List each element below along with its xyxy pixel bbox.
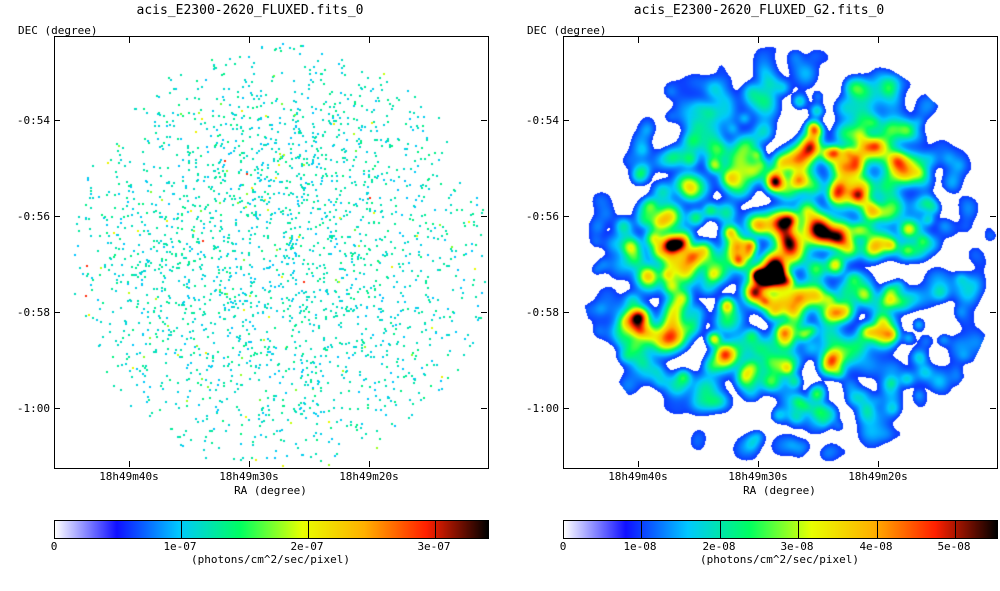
right-ytick-mark (563, 216, 569, 217)
left-image-title: acis_E2300-2620_FLUXED.fits_0 (136, 3, 364, 18)
right-xtick-mark (638, 37, 639, 43)
right-xtick-mark (878, 461, 879, 467)
left-colorbar-label-2: 2e-07 (290, 540, 324, 553)
right-ra-axis-label: RA (degree) (743, 484, 816, 497)
right-colorbar (563, 520, 998, 539)
right-ytick-mark (563, 408, 569, 409)
right-colorbar-label-5: 5e-08 (937, 540, 971, 553)
right-ytick-mark (990, 408, 996, 409)
left-ytick-mark (54, 216, 60, 217)
right-colorbar-label-4: 4e-08 (859, 540, 893, 553)
right-colorbar-label-1: 1e-08 (623, 540, 657, 553)
left-xtick-mark (129, 37, 130, 43)
left-dec-tick-1: -0:56 (16, 210, 50, 223)
right-ytick-mark (990, 312, 996, 313)
left-ytick-mark (54, 312, 60, 313)
left-colorbar-label-1: 1e-07 (163, 540, 197, 553)
right-xtick-mark (758, 461, 759, 467)
right-colorbar-unit: (photons/cm^2/sec/pixel) (700, 553, 859, 566)
left-dec-tick-2: -0:58 (16, 306, 50, 319)
left-ytick-mark (481, 216, 487, 217)
right-image-canvas[interactable] (564, 37, 997, 468)
right-xtick-mark (638, 461, 639, 467)
right-colorbar-label-0: 0 (559, 540, 567, 553)
left-dec-axis-label: DEC (degree) (18, 24, 98, 37)
right-colorbar-tick (641, 521, 642, 538)
left-colorbar-tick (308, 521, 309, 538)
left-colorbar-tick (435, 521, 436, 538)
left-ytick-mark (481, 408, 487, 409)
right-xtick-mark (878, 37, 879, 43)
left-image-plot[interactable] (54, 36, 489, 469)
left-ra-tick-2: 18h49m20s (339, 470, 399, 483)
left-ytick-mark (54, 408, 60, 409)
left-xtick-mark (249, 37, 250, 43)
left-ra-tick-1: 18h49m30s (219, 470, 279, 483)
right-colorbar-label-3: 3e-08 (780, 540, 814, 553)
right-ytick-mark (990, 120, 996, 121)
left-ytick-mark (54, 120, 60, 121)
right-colorbar-label-2: 2e-08 (702, 540, 736, 553)
right-ra-tick-2: 18h49m20s (848, 470, 908, 483)
left-image-panel: acis_E2300-2620_FLUXED.fits_0 DEC (degre… (16, 3, 489, 566)
left-dec-tick-3: -1:00 (16, 402, 50, 415)
right-dec-tick-1: -0:56 (525, 210, 559, 223)
left-xtick-mark (249, 461, 250, 467)
right-dec-axis-label: DEC (degree) (527, 24, 607, 37)
right-colorbar-tick (877, 521, 878, 538)
left-colorbar-label-0: 0 (50, 540, 58, 553)
right-image-title: acis_E2300-2620_FLUXED_G2.fits_0 (633, 3, 885, 18)
left-colorbar-label-3: 3e-07 (417, 540, 451, 553)
right-dec-tick-2: -0:58 (525, 306, 559, 319)
left-dec-tick-0: -0:54 (16, 114, 50, 127)
right-colorbar-tick (955, 521, 956, 538)
left-ra-tick-0: 18h49m40s (99, 470, 159, 483)
left-ra-axis-label: RA (degree) (234, 484, 307, 497)
right-image-panel: acis_E2300-2620_FLUXED_G2.fits_0 DEC (de… (509, 0, 1000, 591)
right-dec-tick-0: -0:54 (525, 114, 559, 127)
right-image-plot[interactable] (563, 36, 998, 469)
left-xtick-mark (369, 461, 370, 467)
right-ra-tick-1: 18h49m30s (728, 470, 788, 483)
right-dec-tick-3: -1:00 (525, 402, 559, 415)
right-ytick-mark (990, 216, 996, 217)
right-ytick-mark (563, 312, 569, 313)
left-ytick-mark (481, 312, 487, 313)
left-colorbar-tick (181, 521, 182, 538)
right-colorbar-tick (798, 521, 799, 538)
left-xtick-mark (129, 461, 130, 467)
right-ra-tick-0: 18h49m40s (608, 470, 668, 483)
right-ytick-mark (563, 120, 569, 121)
left-colorbar (54, 520, 489, 539)
left-colorbar-unit: (photons/cm^2/sec/pixel) (191, 553, 350, 566)
right-colorbar-tick (720, 521, 721, 538)
left-image-canvas[interactable] (55, 37, 488, 468)
left-xtick-mark (369, 37, 370, 43)
right-xtick-mark (758, 37, 759, 43)
left-ytick-mark (481, 120, 487, 121)
